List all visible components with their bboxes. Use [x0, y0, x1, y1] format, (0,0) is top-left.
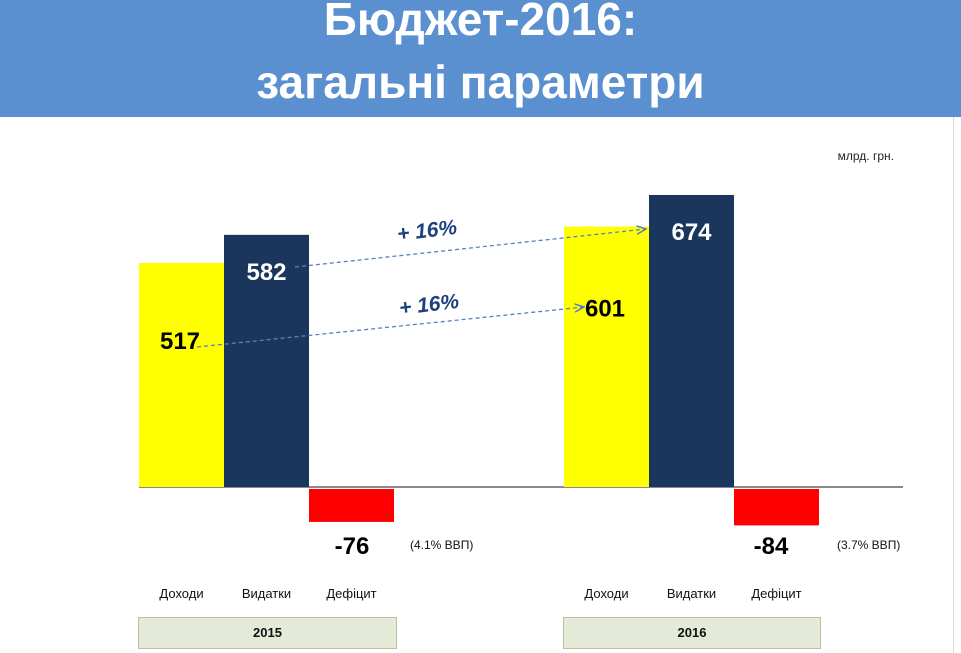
slide-edge: [953, 117, 954, 653]
growth-arrow-expenditure: [294, 229, 646, 268]
value-label-2016-revenue: 601: [585, 295, 625, 322]
value-label-2015-expenditure: 582: [246, 259, 286, 286]
growth-label-expenditure: + 16%: [396, 216, 459, 246]
bar-2015-deficit: [309, 489, 394, 522]
category-label-2016-expenditure: Видатки: [667, 586, 716, 601]
year-box-2016: 2016: [563, 617, 821, 649]
category-label-2015-expenditure: Видатки: [242, 586, 291, 601]
page-title-line2: загальні параметри: [256, 56, 705, 108]
category-label-2015-deficit: Дефіцит: [326, 586, 376, 601]
value-label-2016-expenditure: 674: [671, 219, 712, 246]
value-label-2015-deficit: -76: [335, 533, 370, 560]
bar-2016-revenue: [564, 226, 649, 488]
category-label-2015-revenue: Доходи: [159, 586, 203, 601]
bar-2016-expenditure: [649, 194, 734, 487]
growth-label-revenue: + 16%: [398, 290, 461, 320]
value-label-2016-deficit: -84: [754, 533, 789, 560]
gdp-note-2015: (4.1% ВВП): [410, 538, 473, 552]
category-label-2016-deficit: Дефіцит: [751, 586, 801, 601]
bar-2016-deficit: [734, 489, 819, 526]
page-title-line1: Бюджет-2016:: [323, 0, 638, 45]
year-box-2015: 2015: [138, 617, 397, 649]
title-banner: Бюджет-2016: загальні параметри: [0, 0, 961, 117]
category-label-2016-revenue: Доходи: [584, 586, 628, 601]
growth-arrow-revenue: [196, 307, 584, 348]
bar-2015-expenditure: [224, 234, 309, 487]
unit-label: млрд. грн.: [837, 149, 894, 163]
gdp-note-2016: (3.7% ВВП): [837, 538, 900, 552]
value-label-2015-revenue: 517: [160, 328, 200, 355]
bar-2015-revenue: [139, 263, 224, 487]
